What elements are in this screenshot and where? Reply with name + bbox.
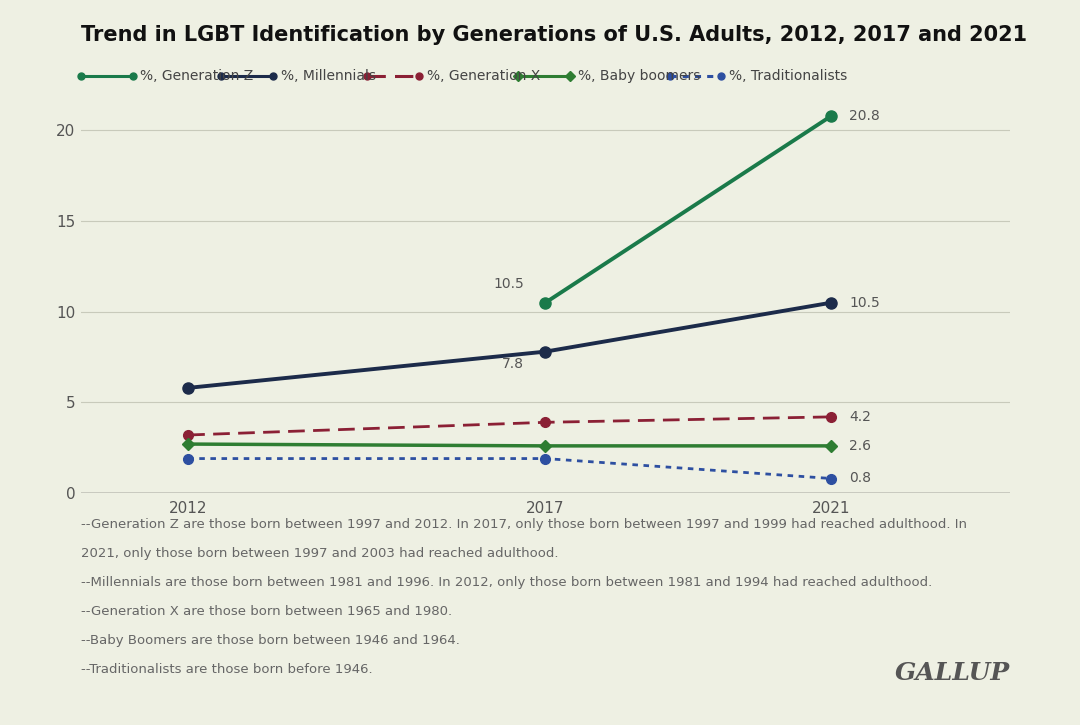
Text: %, Traditionalists: %, Traditionalists — [729, 69, 847, 83]
Text: 0.8: 0.8 — [849, 471, 872, 486]
Text: 2021, only those born between 1997 and 2003 had reached adulthood.: 2021, only those born between 1997 and 2… — [81, 547, 558, 560]
Text: 2.6: 2.6 — [849, 439, 872, 453]
Text: --Generation Z are those born between 1997 and 2012. In 2017, only those born be: --Generation Z are those born between 19… — [81, 518, 967, 531]
Text: Trend in LGBT Identification by Generations of U.S. Adults, 2012, 2017 and 2021: Trend in LGBT Identification by Generati… — [81, 25, 1027, 46]
Text: %, Generation Z: %, Generation Z — [140, 69, 254, 83]
Text: --Baby Boomers are those born between 1946 and 1964.: --Baby Boomers are those born between 19… — [81, 634, 460, 647]
Text: %, Baby boomers: %, Baby boomers — [578, 69, 700, 83]
Text: %, Millennials: %, Millennials — [281, 69, 376, 83]
Text: 10.5: 10.5 — [494, 277, 524, 291]
Text: 20.8: 20.8 — [849, 109, 880, 123]
Text: 10.5: 10.5 — [849, 296, 880, 310]
Text: 4.2: 4.2 — [849, 410, 870, 424]
Text: 7.8: 7.8 — [502, 357, 524, 371]
Text: --Generation X are those born between 1965 and 1980.: --Generation X are those born between 19… — [81, 605, 453, 618]
Text: --Millennials are those born between 1981 and 1996. In 2012, only those born bet: --Millennials are those born between 198… — [81, 576, 932, 589]
Text: %, Generation X: %, Generation X — [427, 69, 540, 83]
Text: GALLUP: GALLUP — [894, 661, 1010, 685]
Text: --Traditionalists are those born before 1946.: --Traditionalists are those born before … — [81, 663, 373, 676]
